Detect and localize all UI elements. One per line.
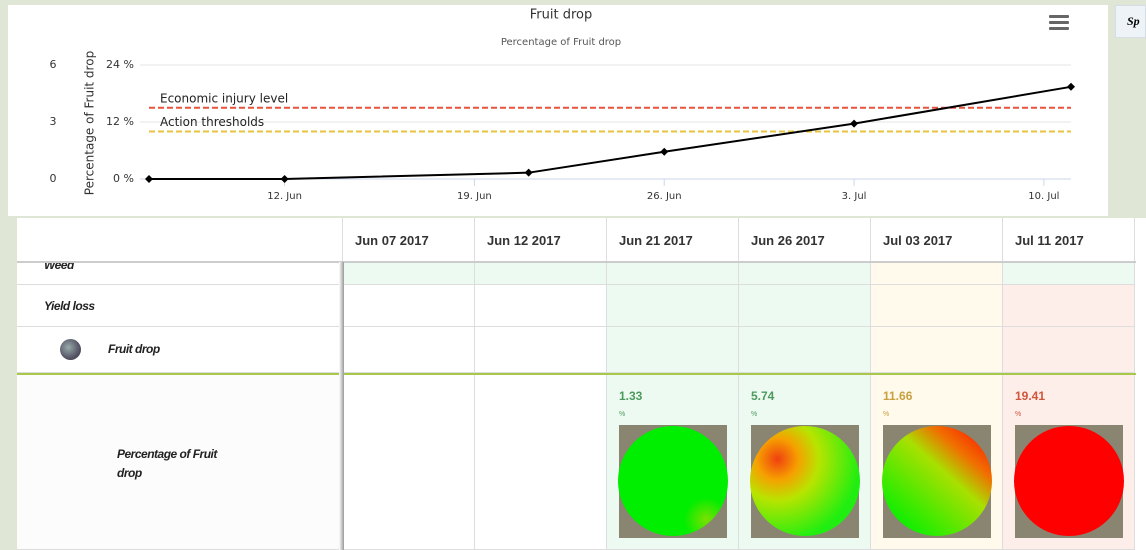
y-tick-label: 12 %: [106, 115, 134, 128]
cell-value: 11.66: [883, 389, 913, 403]
table-cell: [475, 285, 607, 327]
table-cell: 19.41%: [1003, 375, 1135, 550]
side-tab[interactable]: Sp: [1127, 14, 1140, 28]
column-header: Jul 11 2017: [1003, 218, 1135, 262]
x-tick-label: 12. Jun: [267, 191, 302, 202]
row-label: Yield loss: [17, 285, 343, 327]
data-point: [524, 168, 533, 177]
data-line: [149, 85, 1072, 180]
cell-unit: %: [751, 411, 758, 418]
cell-unit: %: [883, 411, 890, 418]
table-cell: 5.74%: [739, 375, 871, 550]
table-cell: [1003, 262, 1135, 285]
data-point: [1067, 82, 1075, 91]
table-cell: [343, 375, 475, 550]
cell-unit: %: [1015, 411, 1022, 418]
column-header: Jun 12 2017: [475, 218, 607, 262]
table-cell: 11.66%: [871, 375, 1003, 550]
data-point: [850, 119, 859, 128]
table-cell: [1003, 285, 1135, 327]
header-shadow: [17, 261, 1136, 263]
table-cell: [871, 285, 1003, 327]
threshold-label: Action thresholds: [160, 115, 264, 129]
y-tick-label: 24 %: [106, 58, 134, 71]
y2-tick-label: 0: [50, 172, 57, 185]
table: 1.33% 5.74% 11.66% 19.41% Weed Yield loss Frui…: [17, 218, 1146, 550]
column-header: Jun 07 2017: [343, 218, 475, 262]
data-point: [660, 147, 669, 156]
chart-subtitle: Percentage of Fruit drop: [501, 37, 621, 48]
data-point: [145, 175, 153, 183]
chart: Fruit drop Percentage of Fruit drop Perc…: [8, 5, 1108, 216]
row-label: Percentage of Fruit drop: [17, 375, 343, 550]
x-tick-label: 26. Jun: [647, 191, 682, 202]
table-cell: [475, 375, 607, 550]
table-cell: [607, 262, 739, 285]
table-cell: [739, 262, 871, 285]
y2-tick-label: 6: [50, 58, 57, 71]
row-label: Fruit drop: [17, 327, 343, 373]
x-tick-label: 10. Jul: [1028, 191, 1059, 202]
column-header: Jul 03 2017: [871, 218, 1003, 262]
menu-icon[interactable]: [1049, 15, 1069, 30]
column-shadow: [339, 262, 344, 550]
separator: [17, 373, 1136, 375]
table-cell: [1003, 327, 1135, 373]
cell-value: 5.74: [751, 389, 775, 403]
column-header: Jun 21 2017: [607, 218, 739, 262]
cell-unit: %: [619, 411, 626, 418]
table-cell: 1.33%: [607, 375, 739, 550]
header-cell: [17, 218, 343, 262]
row-label: Weed: [17, 262, 343, 285]
chart-title: Fruit drop: [530, 8, 592, 23]
table-cell: [739, 285, 871, 327]
table-cell: [343, 285, 475, 327]
table-cell: [343, 327, 475, 373]
table-cell: [871, 262, 1003, 285]
cell-value: 19.41: [1015, 389, 1046, 403]
table-cell: [343, 262, 475, 285]
y2-tick-label: 3: [50, 115, 57, 128]
x-tick-label: 19. Jun: [457, 191, 492, 202]
table-cell: [607, 327, 739, 373]
y-axis-label: Percentage of Fruit drop: [83, 51, 97, 195]
table-cell: [607, 285, 739, 327]
table-cell: [871, 327, 1003, 373]
cell-value: 1.33: [619, 389, 643, 403]
side-panel: Sp: [1115, 5, 1146, 38]
chart-background: [8, 5, 1108, 216]
y-tick-label: 0 %: [113, 172, 134, 185]
table-cell: [739, 327, 871, 373]
table-cell: [475, 327, 607, 373]
table-cell: [475, 262, 607, 285]
x-tick-label: 3. Jul: [842, 191, 867, 202]
column-header: Jun 26 2017: [739, 218, 871, 262]
threshold-label: Economic injury level: [160, 91, 288, 105]
data-point: [280, 175, 289, 183]
row-icon: [60, 339, 81, 360]
